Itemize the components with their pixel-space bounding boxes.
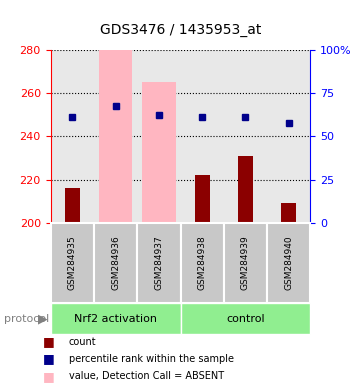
Text: count: count — [69, 337, 96, 347]
Text: protocol: protocol — [4, 314, 49, 324]
FancyBboxPatch shape — [137, 223, 180, 303]
Text: GSM284939: GSM284939 — [241, 236, 250, 290]
Text: ▶: ▶ — [38, 312, 48, 325]
FancyBboxPatch shape — [267, 223, 310, 303]
Text: value, Detection Call = ABSENT: value, Detection Call = ABSENT — [69, 371, 224, 381]
Text: GSM284938: GSM284938 — [198, 236, 206, 290]
Text: GSM284940: GSM284940 — [284, 236, 293, 290]
FancyBboxPatch shape — [51, 223, 94, 303]
FancyBboxPatch shape — [94, 223, 137, 303]
FancyBboxPatch shape — [180, 223, 224, 303]
Text: GSM284935: GSM284935 — [68, 236, 77, 290]
Bar — [142, 82, 175, 223]
Bar — [281, 203, 296, 223]
Text: percentile rank within the sample: percentile rank within the sample — [69, 354, 234, 364]
Bar — [195, 175, 210, 223]
Text: GSM284936: GSM284936 — [111, 236, 120, 290]
Bar — [238, 156, 253, 223]
Text: ■: ■ — [43, 370, 55, 383]
Text: ■: ■ — [43, 353, 55, 366]
FancyBboxPatch shape — [224, 223, 267, 303]
Text: GDS3476 / 1435953_at: GDS3476 / 1435953_at — [100, 23, 261, 37]
Text: control: control — [226, 314, 265, 324]
FancyBboxPatch shape — [180, 303, 310, 334]
Text: ■: ■ — [43, 335, 55, 348]
FancyBboxPatch shape — [51, 303, 180, 334]
Text: Nrf2 activation: Nrf2 activation — [74, 314, 157, 324]
Text: GSM284937: GSM284937 — [155, 236, 163, 290]
Bar — [99, 50, 132, 223]
Bar — [65, 188, 80, 223]
